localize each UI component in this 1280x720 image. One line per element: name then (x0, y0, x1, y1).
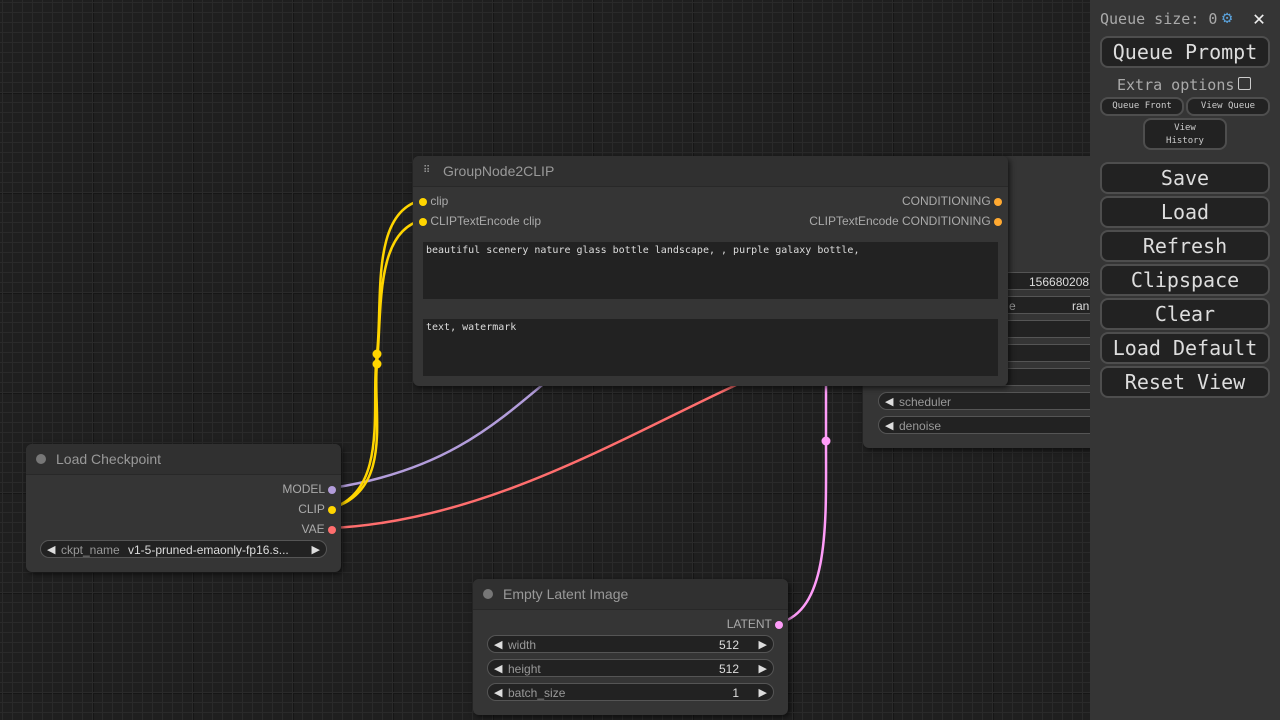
node-canvas[interactable]: 156680208 e ran ◀ scheduler ◀ denoise ⠿ Grou… (0, 0, 1118, 720)
output-clip[interactable]: CLIP (298, 502, 336, 516)
save-button[interactable]: Save (1100, 162, 1270, 194)
input-clip[interactable]: clip (419, 194, 448, 208)
collapse-dot-icon[interactable] (483, 589, 493, 599)
side-menu: Queue size: 0 ⚙ ✕ Queue Prompt Extra opt… (1090, 0, 1280, 720)
input-cliptextencode-clip[interactable]: CLIPTextEncode clip (419, 214, 541, 228)
arrow-right-icon[interactable]: ▶ (311, 544, 320, 556)
extra-options-label: Extra options (1117, 76, 1235, 94)
clipspace-button[interactable]: Clipspace (1100, 264, 1270, 296)
output-cliptextencode-conditioning[interactable]: CLIPTextEncode CONDITIONING (809, 214, 1002, 228)
width-widget[interactable]: ◀ width 512 ▶ (487, 635, 774, 653)
wire-latent (778, 380, 828, 625)
extra-options-checkbox[interactable] (1238, 77, 1251, 90)
clear-button[interactable]: Clear (1100, 298, 1270, 330)
queue-front-button[interactable]: Queue Front (1100, 97, 1184, 116)
empty-latent-image-node[interactable]: Empty Latent Image LATENT ◀ width 512 ▶ ◀ he… (473, 579, 788, 715)
output-conditioning[interactable]: CONDITIONING (902, 194, 1002, 208)
grip-icon: ⠿ (423, 165, 431, 176)
queue-size: Queue size: 0 (1100, 10, 1218, 28)
collapse-dot-icon[interactable] (36, 454, 46, 464)
ckpt-name-widget[interactable]: ◀ ckpt_name v1-5-pruned-emaonly-fp16.s... ▶ (40, 540, 327, 558)
wires (331, 198, 831, 625)
arrow-left-icon[interactable]: ◀ (885, 396, 894, 408)
scheduler-widget[interactable]: ◀ scheduler (878, 392, 1118, 410)
height-widget[interactable]: ◀ height 512 ▶ (487, 659, 774, 677)
gear-icon[interactable]: ⚙ (1222, 8, 1233, 28)
group-node-2clip[interactable]: ⠿ GroupNode2CLIP clip CLIPTextEncode clip… (413, 156, 1008, 386)
output-latent[interactable]: LATENT (727, 617, 783, 631)
load-button[interactable]: Load (1100, 196, 1270, 228)
queue-prompt-button[interactable]: Queue Prompt (1100, 36, 1270, 68)
close-icon[interactable]: ✕ (1253, 6, 1266, 30)
output-vae[interactable]: VAE (302, 522, 336, 536)
load-checkpoint-node[interactable]: Load Checkpoint MODEL CLIP VAE ◀ ckpt_nam… (26, 444, 341, 572)
arrow-left-icon[interactable]: ◀ (47, 544, 56, 556)
refresh-button[interactable]: Refresh (1100, 230, 1270, 262)
positive-prompt-textarea[interactable]: beautiful scenery nature glass bottle la… (423, 242, 998, 299)
reset-view-button[interactable]: Reset View (1100, 366, 1270, 398)
load-default-button[interactable]: Load Default (1100, 332, 1270, 364)
arrow-left-icon[interactable]: ◀ (885, 420, 894, 432)
view-history-button[interactable]: View History (1143, 118, 1227, 150)
output-model[interactable]: MODEL (282, 482, 336, 496)
view-queue-button[interactable]: View Queue (1186, 97, 1270, 116)
batch-size-widget[interactable]: ◀ batch_size 1 ▶ (487, 683, 774, 701)
negative-prompt-textarea[interactable]: text, watermark (423, 319, 998, 376)
wire-vae (331, 368, 771, 530)
wire-model (331, 369, 561, 490)
